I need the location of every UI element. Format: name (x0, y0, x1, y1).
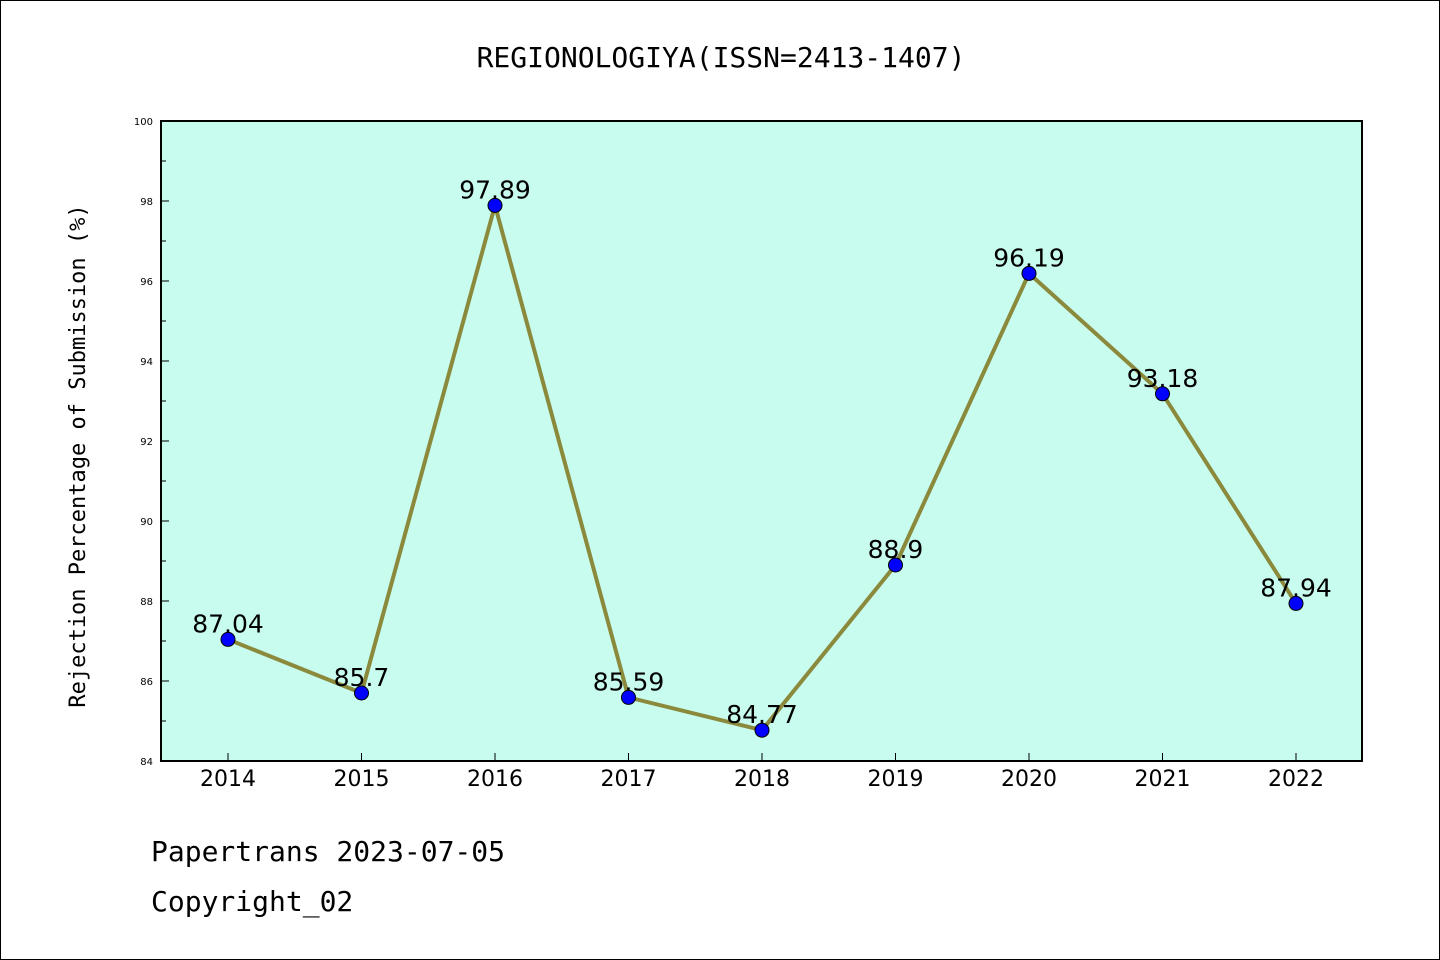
data-point (754, 722, 770, 738)
data-point (354, 685, 369, 701)
data-point (487, 197, 503, 213)
data-label: 88.9 (868, 535, 924, 564)
y-tick-label: 94 (140, 357, 153, 368)
data-label: 96.19 (993, 243, 1065, 272)
y-tick-label: 90 (140, 517, 153, 528)
data-point (1021, 265, 1037, 281)
y-tick-label: 86 (140, 677, 153, 688)
x-tick-label: 2022 (1268, 767, 1324, 792)
x-tick-label: 2018 (734, 767, 790, 792)
x-tick-label: 2017 (601, 767, 657, 792)
data-label: 85.7 (334, 663, 390, 692)
data-labels: 87.04 85.7 97.89 85.59 84.77 88.9 96.19 93.18 87… (192, 175, 1332, 729)
y-tick-label: 100 (134, 117, 153, 128)
x-tick-label: 2016 (467, 767, 523, 792)
y-tick-label: 84 (140, 757, 153, 768)
plot-area (160, 120, 1363, 762)
data-markers (220, 197, 1304, 738)
y-tick-label: 96 (140, 277, 153, 288)
data-point (888, 557, 903, 573)
y-axis-ticks: 84 86 88 90 92 94 96 98 100 (134, 117, 169, 768)
x-tick-label: 2015 (334, 767, 390, 792)
data-label: 93.18 (1127, 364, 1199, 393)
data-point (1288, 595, 1304, 611)
data-label: 97.89 (459, 175, 531, 204)
x-tick-label: 2020 (1001, 767, 1057, 792)
chart-title: REGIONOLOGIYA(ISSN=2413-1407) (477, 41, 966, 74)
data-label: 84.77 (726, 700, 798, 729)
data-label: 85.59 (593, 667, 665, 696)
data-label: 87.94 (1260, 573, 1332, 602)
data-label: 87.04 (192, 609, 264, 638)
footer-date: Papertrans 2023-07-05 (151, 835, 506, 868)
x-tick-label: 2021 (1135, 767, 1191, 792)
x-axis-ticks: 2014 2015 2016 2017 2018 2019 2020 2021 2022 (200, 753, 1324, 792)
y-tick-label: 88 (140, 597, 153, 608)
data-point (621, 689, 636, 705)
footer-copyright: Copyright_02 (151, 885, 354, 918)
y-tick-label: 92 (140, 437, 153, 448)
x-tick-label: 2019 (868, 767, 924, 792)
y-axis-label: Rejection Percentage of Submission (%) (66, 204, 91, 707)
x-tick-label: 2014 (200, 767, 256, 792)
data-point (220, 631, 236, 647)
y-tick-label: 98 (140, 197, 153, 208)
data-point (1155, 386, 1170, 402)
